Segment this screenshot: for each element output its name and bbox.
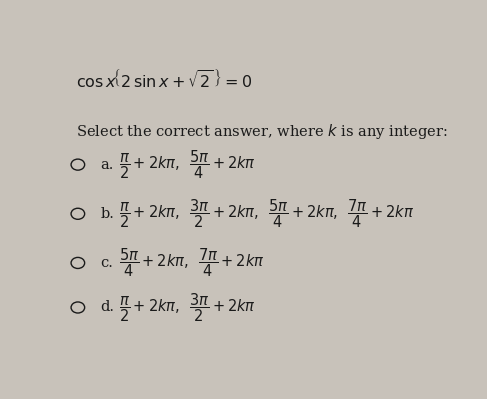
Text: a.: a. [100, 158, 114, 172]
Text: d.: d. [100, 300, 114, 314]
Text: Select the correct answer, where $k$ is any integer:: Select the correct answer, where $k$ is … [76, 122, 448, 140]
Text: $\dfrac{\pi}{2} + 2k\pi,\enspace \dfrac{5\pi}{4} + 2k\pi$: $\dfrac{\pi}{2} + 2k\pi,\enspace \dfrac{… [119, 148, 256, 181]
Text: c.: c. [100, 256, 113, 270]
Text: $\dfrac{\pi}{2} + 2k\pi,\enspace \dfrac{3\pi}{2} + 2k\pi,\enspace \dfrac{5\pi}{4: $\dfrac{\pi}{2} + 2k\pi,\enspace \dfrac{… [119, 198, 414, 230]
Text: $\dfrac{5\pi}{4} + 2k\pi,\enspace \dfrac{7\pi}{4} + 2k\pi$: $\dfrac{5\pi}{4} + 2k\pi,\enspace \dfrac… [119, 247, 265, 279]
Text: $\mathrm{cos}\, x\!\left\{2\,\mathrm{sin}\, x + \sqrt{2}\,\right\} = 0$: $\mathrm{cos}\, x\!\left\{2\,\mathrm{sin… [76, 69, 252, 91]
Text: b.: b. [100, 207, 114, 221]
Text: $\dfrac{\pi}{2} + 2k\pi,\enspace \dfrac{3\pi}{2} + 2k\pi$: $\dfrac{\pi}{2} + 2k\pi,\enspace \dfrac{… [119, 291, 256, 324]
